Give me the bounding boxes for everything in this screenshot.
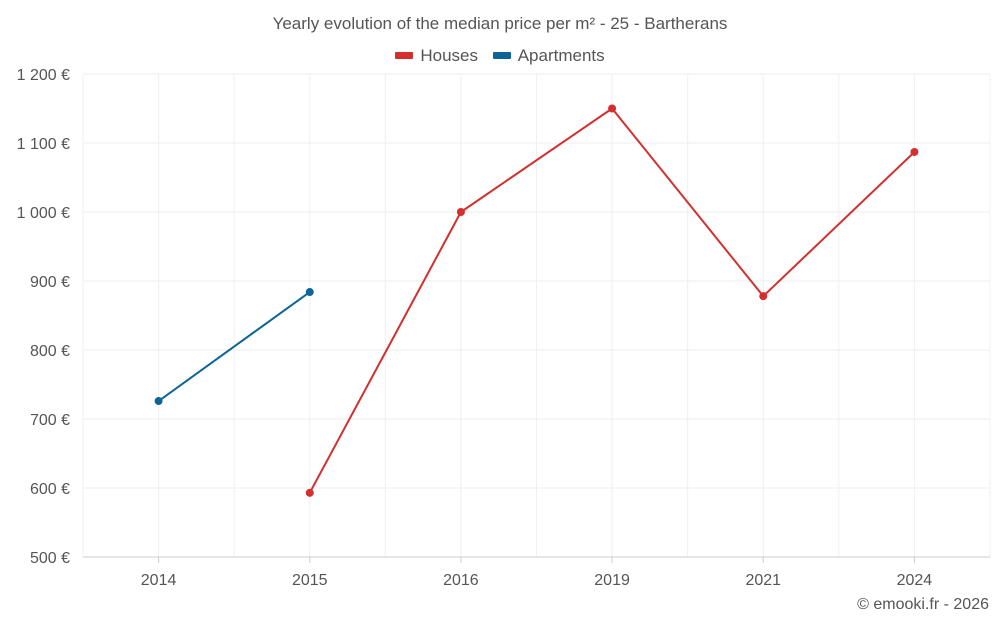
data-point-apartments <box>154 397 163 406</box>
chart-legend: Houses Apartments <box>0 44 1000 66</box>
x-tick-label: 2016 <box>443 572 479 589</box>
y-tick-label: 900 € <box>30 274 70 291</box>
x-tick-label: 2024 <box>897 572 933 589</box>
legend-label-houses: Houses <box>420 45 478 65</box>
legend-label-apartments: Apartments <box>517 45 605 65</box>
data-point-houses <box>305 488 314 497</box>
legend-item-houses[interactable]: Houses <box>395 46 478 66</box>
legend-swatch-houses <box>395 52 414 59</box>
x-tick-label: 2015 <box>292 572 328 589</box>
y-tick-label: 1 200 € <box>17 67 70 84</box>
data-point-houses <box>456 208 465 216</box>
data-point-houses <box>759 292 768 301</box>
data-point-houses <box>608 104 617 113</box>
data-point-apartments <box>305 288 314 297</box>
y-tick-label: 1 100 € <box>17 136 70 153</box>
y-tick-label: 700 € <box>30 412 70 429</box>
y-tick-label: 800 € <box>30 343 70 360</box>
chart-title: Yearly evolution of the median price per… <box>272 14 728 33</box>
legend-swatch-apartments <box>492 52 511 59</box>
credit-text: © emooki.fr - 2026 <box>857 596 989 613</box>
x-tick-label: 2021 <box>745 572 781 589</box>
x-tick-label: 2014 <box>141 572 177 589</box>
legend-item-apartments[interactable]: Apartments <box>492 45 605 66</box>
y-tick-label: 1 000 € <box>17 205 70 222</box>
y-tick-label: 500 € <box>30 550 70 567</box>
y-tick-label: 600 € <box>30 481 70 498</box>
data-point-houses <box>910 147 919 156</box>
x-tick-label: 2019 <box>594 572 630 589</box>
series-line-apartments <box>157 291 311 402</box>
